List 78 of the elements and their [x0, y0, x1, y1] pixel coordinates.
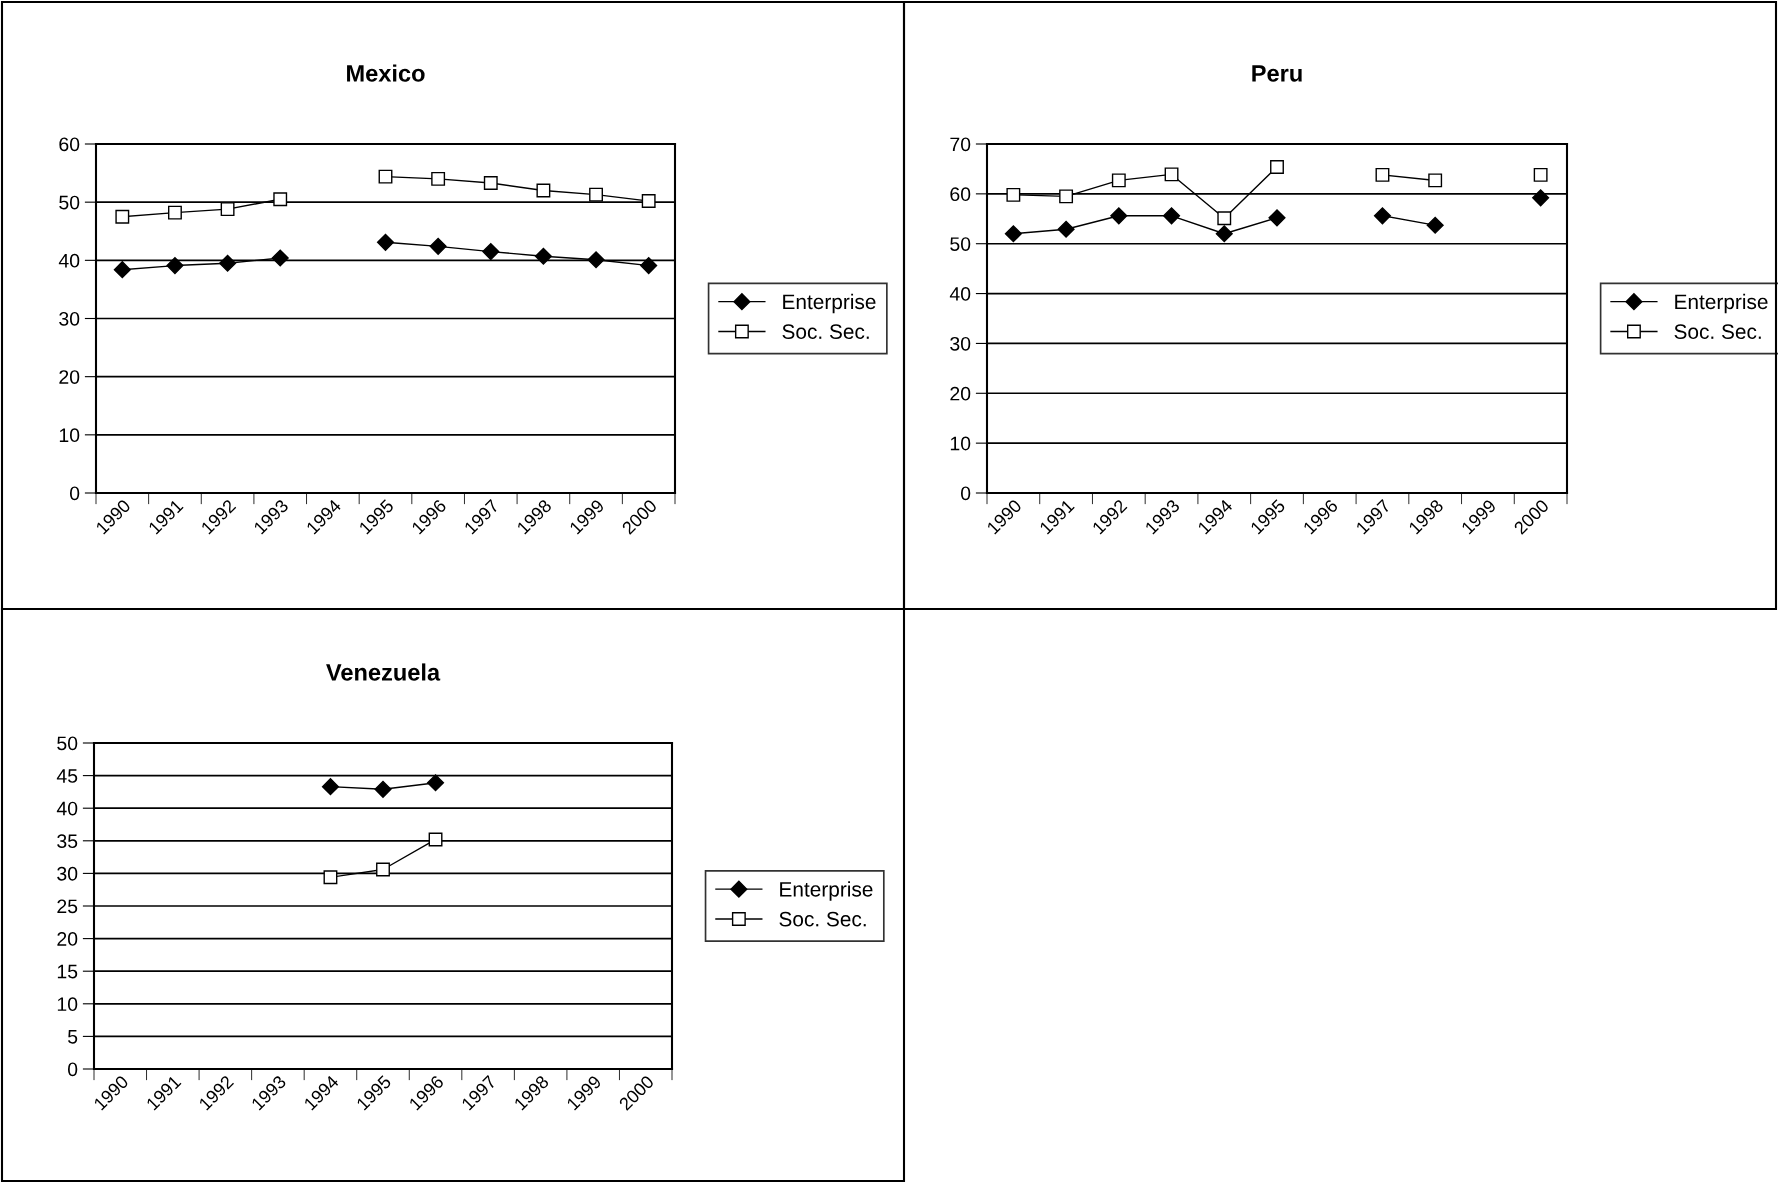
point [376, 862, 390, 877]
point [376, 233, 395, 251]
point [1059, 189, 1074, 204]
point [1533, 167, 1548, 182]
y-tick-label: 60 [59, 137, 80, 152]
point [113, 261, 131, 279]
point [1164, 167, 1179, 182]
y-tick-label: 30 [59, 311, 80, 326]
point [536, 183, 551, 198]
y-tick-label: 20 [950, 386, 971, 401]
point [1426, 216, 1444, 234]
y-tick-label: 20 [57, 932, 78, 946]
chart-title: Peru [1252, 65, 1302, 82]
point [374, 780, 392, 798]
y-tick-label: 30 [57, 866, 78, 881]
y-tick-label: 15 [57, 964, 78, 979]
point [115, 209, 130, 224]
y-tick-label: 0 [67, 1062, 78, 1077]
y-tick-label: 35 [57, 834, 78, 849]
point [273, 192, 288, 207]
y-tick-label: 50 [59, 195, 80, 210]
y-tick-label: 5 [67, 1030, 78, 1044]
point [1006, 187, 1021, 202]
point [1057, 220, 1075, 238]
legend-label: Soc. Sec. [779, 911, 866, 927]
point [1428, 173, 1443, 188]
y-tick-label: 20 [59, 370, 80, 384]
point [168, 205, 182, 220]
point [640, 257, 658, 275]
point [271, 249, 289, 267]
point [1162, 207, 1181, 225]
point [220, 202, 235, 217]
y-tick-label: 60 [950, 187, 971, 202]
point [1532, 189, 1550, 207]
point [378, 169, 393, 184]
point [534, 247, 552, 265]
point [321, 778, 340, 796]
point [429, 237, 447, 255]
point [1270, 159, 1284, 174]
chart-title: Venezuela [326, 663, 441, 681]
point [482, 243, 500, 261]
y-tick-label: 45 [56, 769, 78, 783]
y-tick-label: 10 [950, 436, 971, 451]
legend-label: Soc. Sec. [1674, 324, 1761, 340]
y-tick-label: 0 [960, 486, 971, 501]
point [166, 257, 184, 275]
legend-label: Enterprise [1675, 293, 1768, 314]
point [431, 171, 446, 186]
point [323, 870, 338, 885]
y-tick-label: 40 [949, 287, 971, 301]
point [587, 251, 605, 269]
chart-title: Mexico [347, 64, 425, 82]
y-tick-label: 10 [57, 997, 78, 1012]
point [589, 187, 603, 202]
point [483, 176, 498, 190]
point [1111, 173, 1126, 188]
y-tick-label: 40 [56, 801, 78, 816]
point [1373, 207, 1392, 225]
legend-label: Soc. Sec. [782, 324, 869, 340]
point [1110, 207, 1128, 225]
y-tick-label: 10 [59, 428, 80, 443]
legend-label: Enterprise [780, 881, 873, 901]
y-tick-label: 0 [69, 486, 80, 501]
point [219, 254, 237, 272]
point [1268, 209, 1286, 227]
point [641, 194, 656, 208]
y-tick-label: 50 [57, 736, 78, 751]
y-tick-label: 40 [58, 253, 80, 268]
legend-label: Enterprise [783, 293, 876, 314]
point [1375, 167, 1390, 182]
y-tick-label: 30 [950, 336, 971, 351]
point [1217, 211, 1232, 226]
y-tick-label: 25 [57, 899, 78, 914]
point [426, 774, 445, 792]
y-tick-label: 70 [950, 137, 971, 152]
y-tick-label: 50 [950, 237, 971, 251]
point [1004, 225, 1022, 243]
point [1215, 225, 1233, 243]
